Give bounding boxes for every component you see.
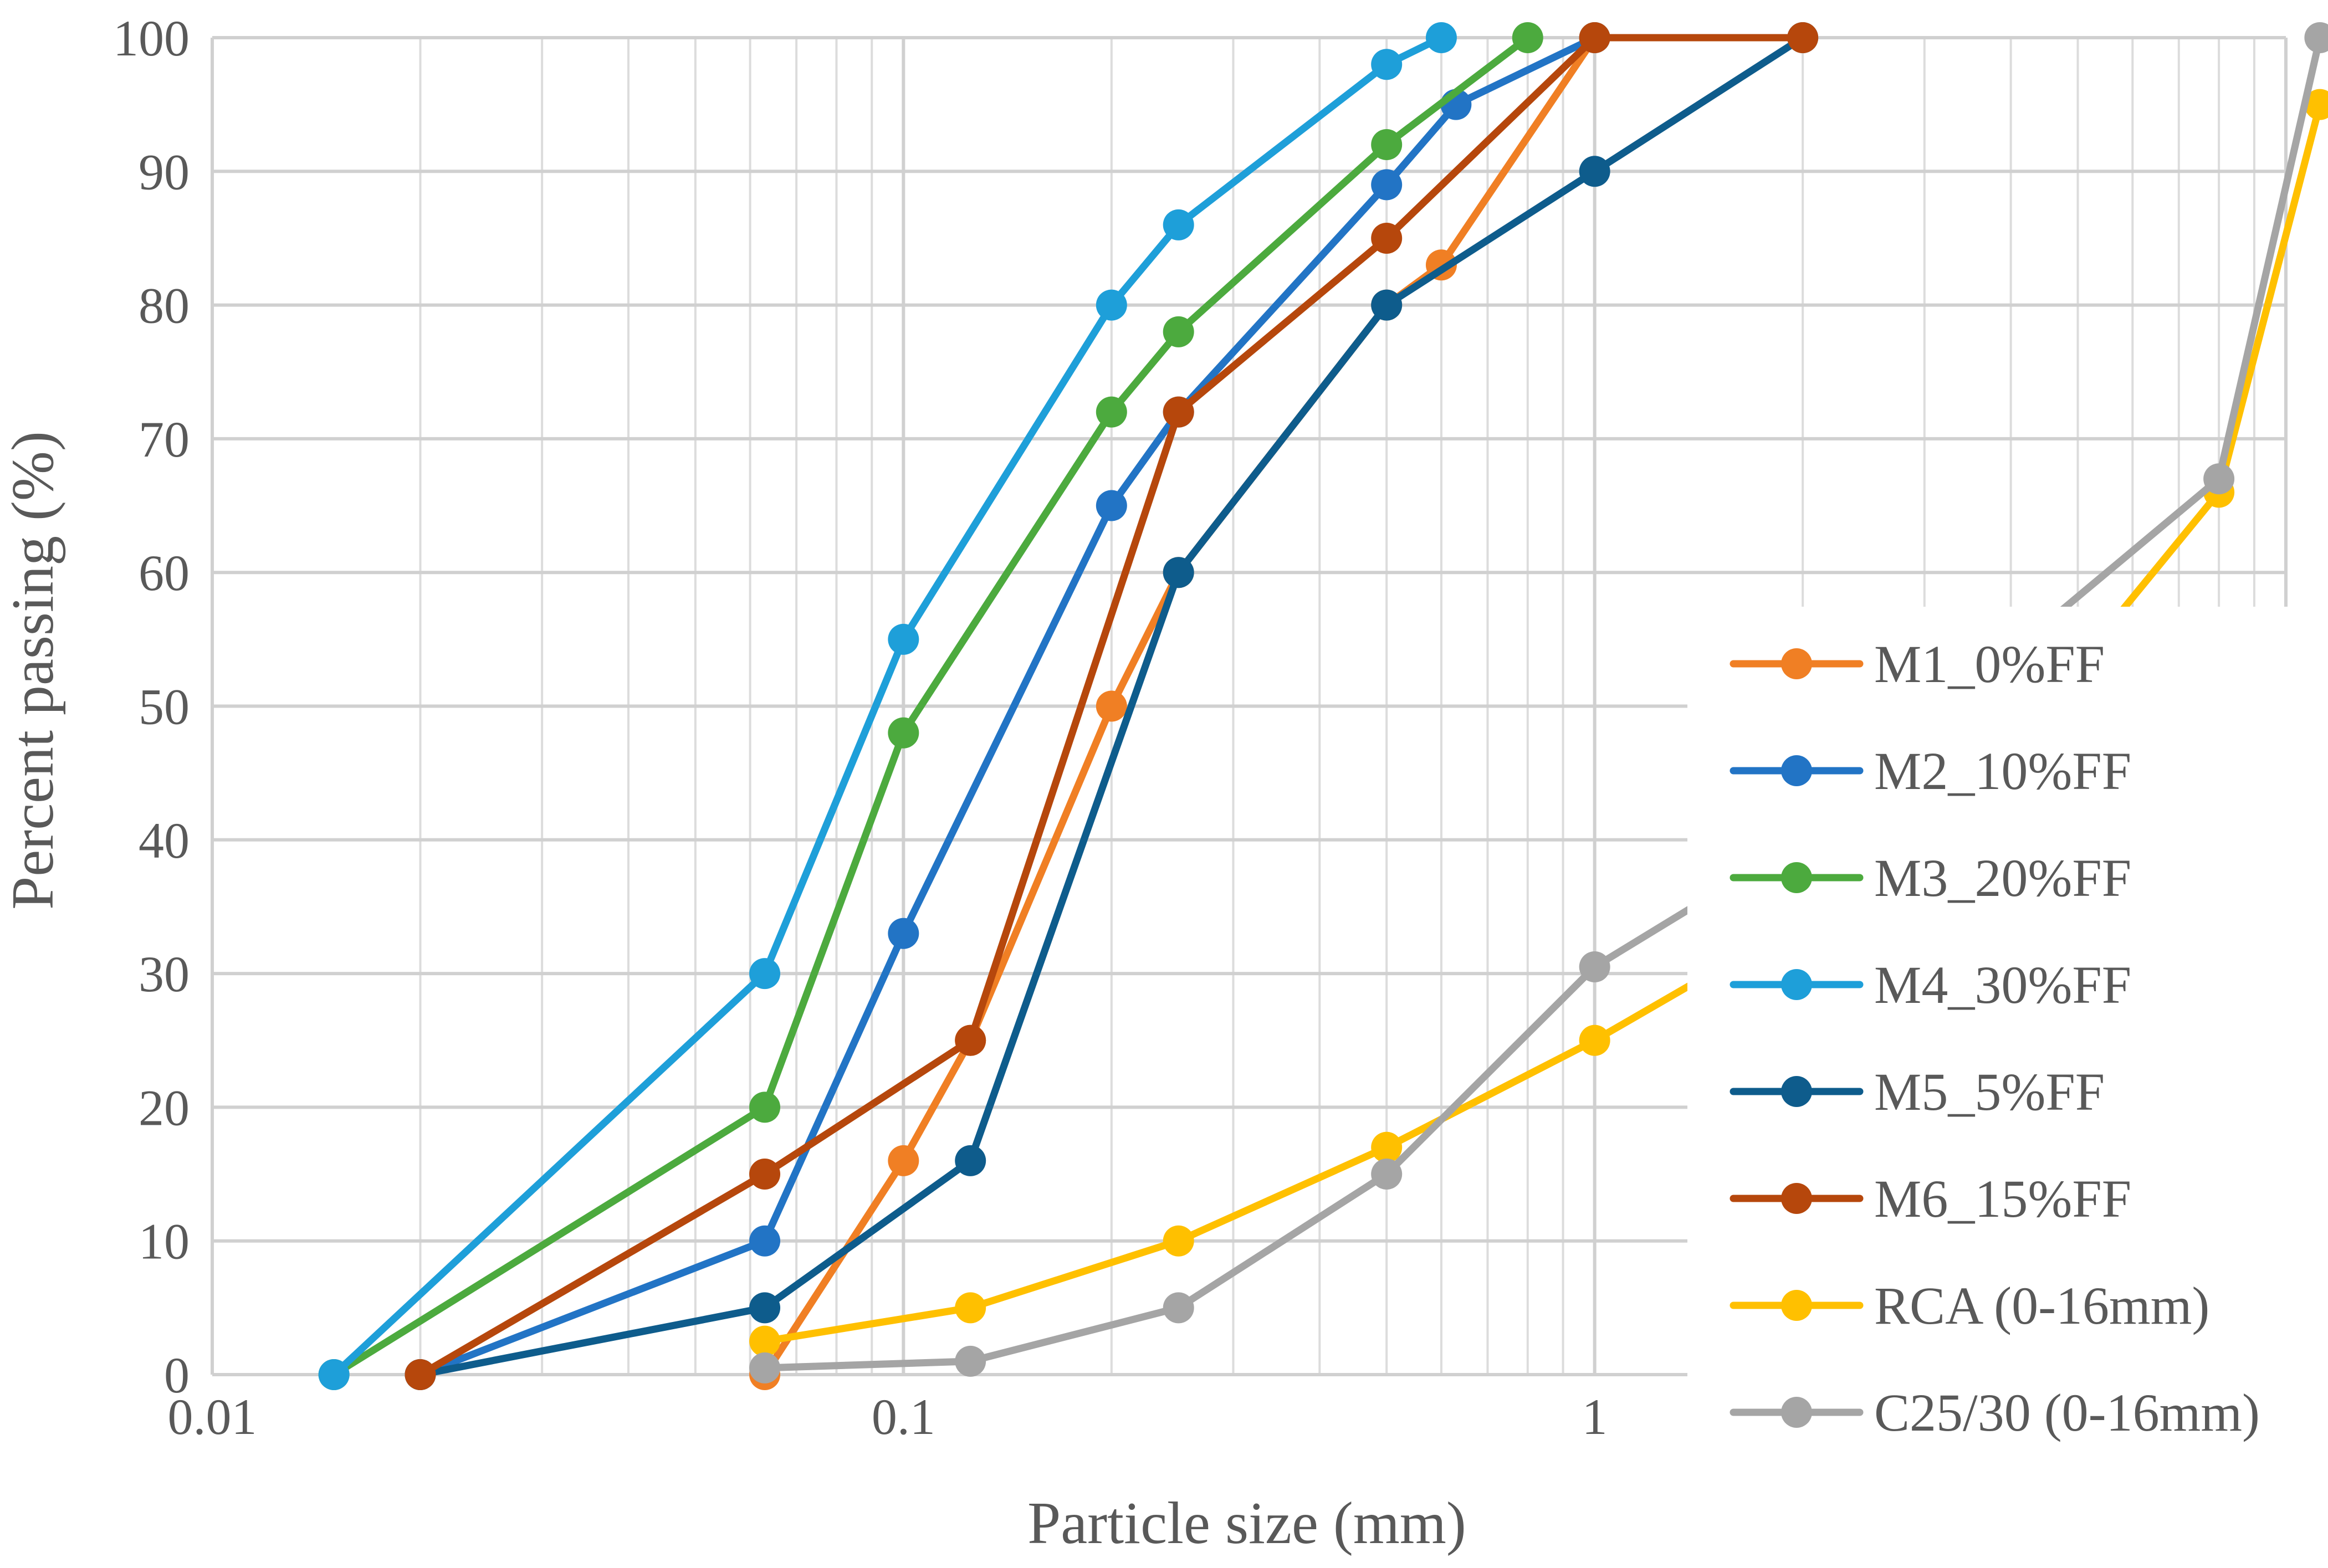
data-point [1579,951,1610,983]
data-point [1096,690,1127,722]
data-point [1163,209,1194,240]
data-point [405,1359,436,1390]
y-tick-label: 40 [139,812,190,869]
legend-label: RCA (0-16mm) [1874,1276,2209,1335]
legend-swatch-marker [1781,1397,1812,1428]
legend-item: C25/30 (0-16mm) [1730,1383,2260,1442]
data-point [1371,49,1403,80]
y-tick-label: 30 [139,946,190,1002]
series-5 [405,22,1819,1390]
data-point [1579,1024,1610,1056]
data-point [955,1345,986,1377]
series-3 [318,22,1543,1390]
legend-label: M6_15%FF [1874,1169,2131,1228]
legend-item: M1_0%FF [1730,634,2105,694]
data-point [1579,156,1610,187]
legend-swatch-marker [1781,862,1812,893]
legend-label: M2_10%FF [1874,741,2131,801]
data-point [1096,289,1127,321]
y-tick-label: 90 [139,144,190,200]
legend-swatch-marker [1781,755,1812,786]
legend-item: RCA (0-16mm) [1730,1276,2209,1335]
legend-swatch-marker [1781,1076,1812,1107]
data-point [749,1225,781,1257]
data-point [1787,22,1819,53]
series-4 [318,22,1457,1390]
legend-label: M4_30%FF [1874,955,2131,1014]
legend-swatch-marker [1781,1183,1812,1214]
data-point [888,717,919,749]
data-point [1425,22,1457,53]
legend-swatch-marker [1781,969,1812,1000]
legend-item: M2_10%FF [1730,741,2131,801]
data-point [1163,396,1194,428]
data-point [1371,1159,1403,1190]
y-tick-label: 50 [139,679,190,735]
y-axis-title: Percent passing (%) [0,431,66,910]
data-point [1579,22,1610,53]
data-point [1371,169,1403,201]
legend-item: M5_5%FF [1730,1062,2105,1121]
data-point [749,1159,781,1190]
y-tick-label: 0 [164,1347,190,1403]
data-point [955,1292,986,1324]
data-point [1163,316,1194,347]
data-point [1371,289,1403,321]
legend-swatch-marker [1781,1290,1812,1321]
data-point [749,1325,781,1357]
data-point [888,623,919,655]
legend-label: C25/30 (0-16mm) [1874,1383,2260,1442]
data-point [1096,490,1127,521]
y-tick-label: 20 [139,1079,190,1136]
data-point [318,1359,350,1390]
y-tick-label: 70 [139,411,190,468]
data-point [749,1292,781,1324]
data-point [1512,22,1543,53]
legend-swatch-marker [1781,648,1812,679]
y-tick-label: 100 [113,10,190,66]
data-point [1371,1131,1403,1163]
legend-item: M4_30%FF [1730,955,2131,1014]
data-point [749,1092,781,1123]
x-tick-label: 1 [1582,1388,1608,1445]
data-point [1371,129,1403,161]
y-tick-label: 80 [139,278,190,334]
series-6 [405,22,1819,1390]
legend-label: M3_20%FF [1874,848,2131,908]
data-point [955,1024,986,1056]
legend: M1_0%FF M2_10%FF M3_20%FF M4_30%FF M5_5%FF M6… [1730,634,2260,1442]
data-point [749,958,781,990]
legend-item: M3_20%FF [1730,848,2131,908]
x-tick-label: 0.01 [168,1388,257,1445]
data-point [1371,222,1403,254]
data-point [888,1145,919,1176]
series-layer [318,22,2328,1390]
y-tick-label: 10 [139,1213,190,1270]
series-line [417,34,1599,1379]
data-point [888,918,919,949]
legend-label: M1_0%FF [1874,634,2105,694]
data-point [955,1145,986,1176]
y-tick-label: 60 [139,545,190,601]
data-point [2304,89,2328,120]
data-point [1096,396,1127,428]
data-point [2203,463,2235,495]
x-tick-label: 0.1 [872,1388,935,1445]
x-axis-title: Particle size (mm) [1027,1490,1466,1556]
data-point [2304,22,2328,53]
legend-label: M5_5%FF [1874,1062,2105,1121]
data-point [1163,1225,1194,1257]
x-axis-ticks: 0.01 0.1 1 [168,1388,1608,1445]
data-point [749,1352,781,1383]
y-axis-ticks: 0 10 20 30 40 50 60 70 80 90 100 [113,10,190,1403]
data-point [1163,1292,1194,1324]
data-point [1163,557,1194,588]
legend-item: M6_15%FF [1730,1169,2131,1228]
